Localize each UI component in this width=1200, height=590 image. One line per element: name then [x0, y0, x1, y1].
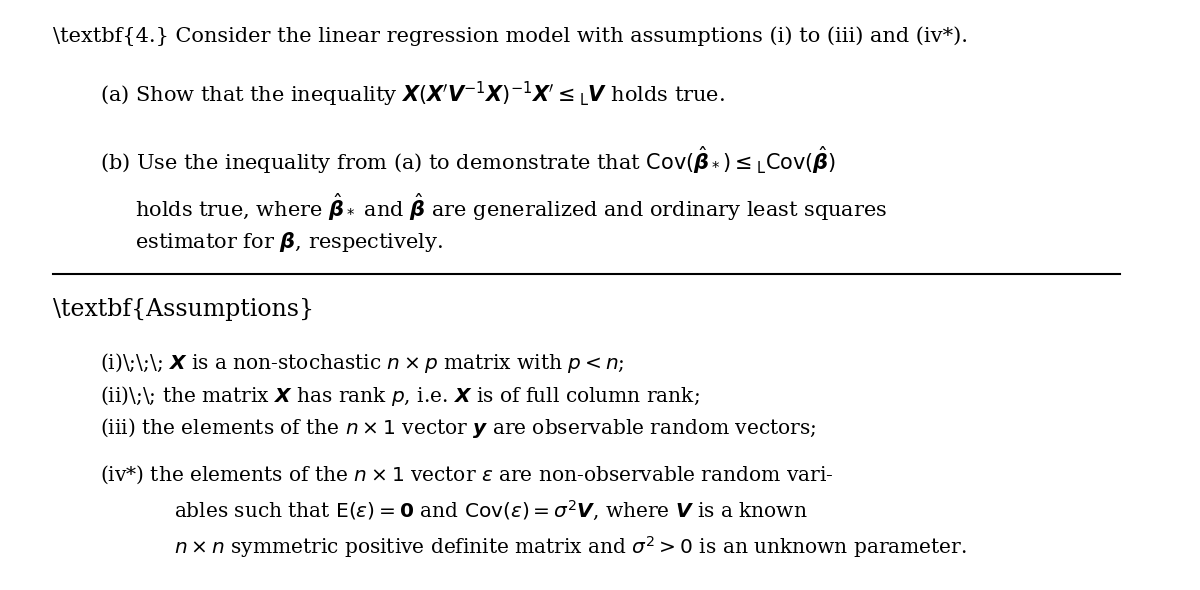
- Text: estimator for $\boldsymbol{\beta}$, respectively.: estimator for $\boldsymbol{\beta}$, resp…: [134, 230, 443, 254]
- Text: (a) Show that the inequality $\boldsymbol{X}(\boldsymbol{X}'\boldsymbol{V}^{-1}\: (a) Show that the inequality $\boldsymbo…: [100, 80, 725, 109]
- Text: \textbf{4.} Consider the linear regression model with assumptions (i) to (iii) a: \textbf{4.} Consider the linear regressi…: [53, 27, 967, 46]
- Text: (i)\;\;\; $\boldsymbol{X}$ is a non-stochastic $n \times p$ matrix with $p < n$;: (i)\;\;\; $\boldsymbol{X}$ is a non-stoc…: [100, 351, 624, 375]
- Text: (b) Use the inequality from (a) to demonstrate that $\mathrm{Cov}(\hat{\boldsymb: (b) Use the inequality from (a) to demon…: [100, 145, 836, 176]
- Text: (ii)\;\; the matrix $\boldsymbol{X}$ has rank $p$, i.e. $\boldsymbol{X}$ is of f: (ii)\;\; the matrix $\boldsymbol{X}$ has…: [100, 384, 700, 408]
- Text: (iv*) the elements of the $n \times 1$ vector $\varepsilon$ are non-observable r: (iv*) the elements of the $n \times 1$ v…: [100, 463, 833, 486]
- Text: $n \times n$ symmetric positive definite matrix and $\sigma^2 > 0$ is an unknown: $n \times n$ symmetric positive definite…: [174, 534, 966, 560]
- Text: (iii) the elements of the $n \times 1$ vector $\boldsymbol{y}$ are observable ra: (iii) the elements of the $n \times 1$ v…: [100, 416, 816, 440]
- Text: ables such that $\mathrm{E}(\varepsilon) = \boldsymbol{0}$ and $\mathrm{Cov}(\va: ables such that $\mathrm{E}(\varepsilon)…: [174, 499, 808, 523]
- Text: holds true, where $\hat{\boldsymbol{\beta}}_*$ and $\hat{\boldsymbol{\beta}}$ ar: holds true, where $\hat{\boldsymbol{\bet…: [134, 192, 887, 224]
- Text: \textbf{Assumptions}: \textbf{Assumptions}: [53, 298, 314, 321]
